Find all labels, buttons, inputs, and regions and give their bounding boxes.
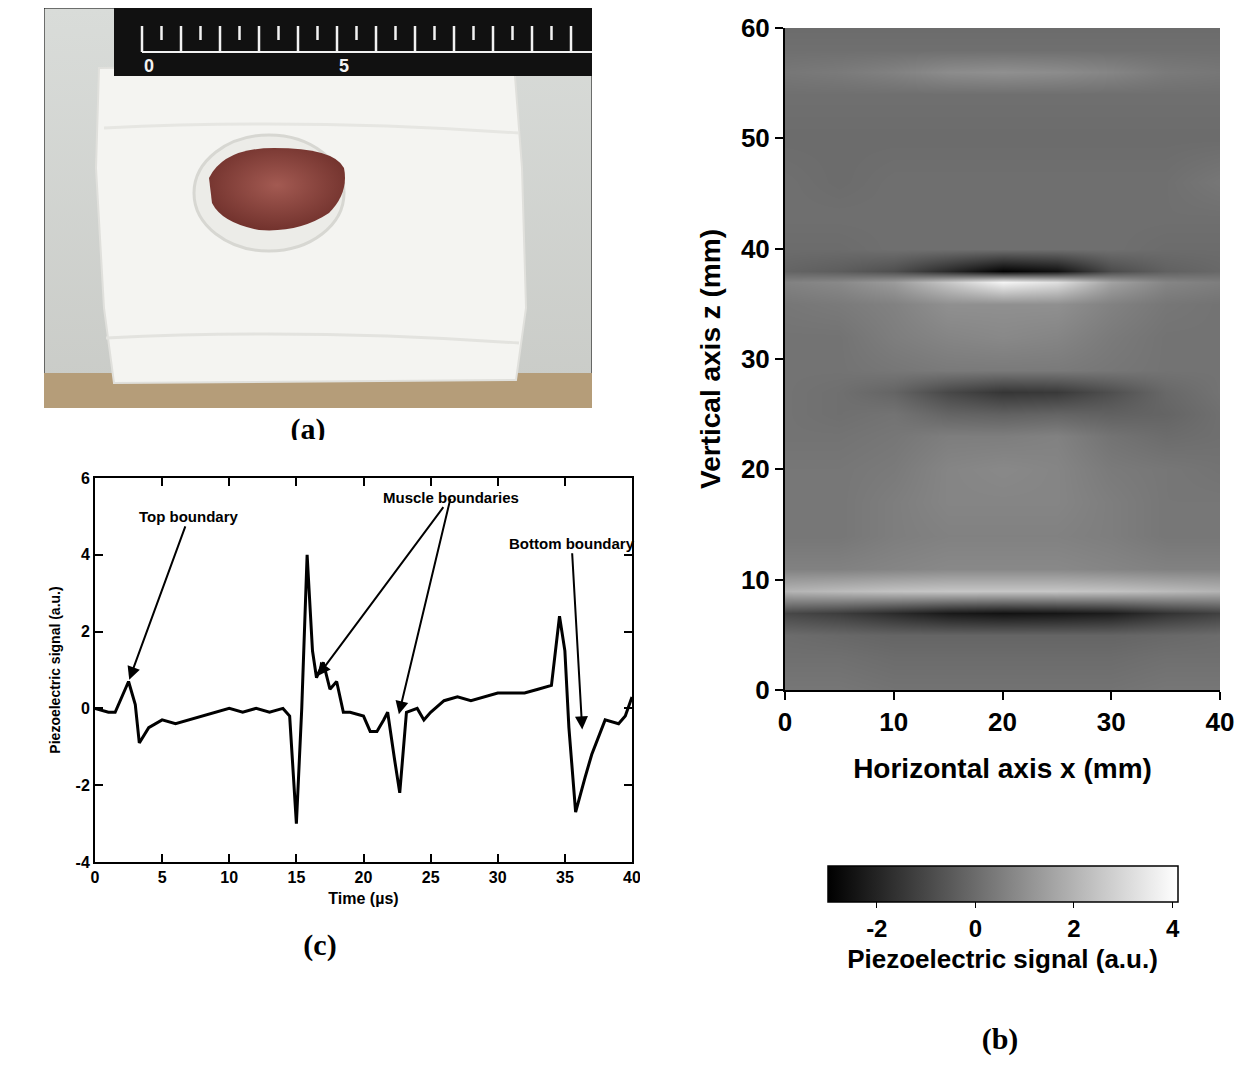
svg-text:10: 10 bbox=[879, 707, 908, 737]
svg-text:5: 5 bbox=[158, 869, 167, 886]
svg-text:30: 30 bbox=[741, 344, 770, 374]
svg-text:0: 0 bbox=[778, 707, 792, 737]
svg-text:-2: -2 bbox=[76, 777, 90, 794]
svg-text:40: 40 bbox=[623, 869, 641, 886]
svg-text:25: 25 bbox=[422, 869, 440, 886]
svg-text:20: 20 bbox=[741, 454, 770, 484]
html-text:(a): (a) bbox=[290, 412, 326, 445]
svg-text:Muscle boundaries: Muscle boundaries bbox=[383, 489, 519, 506]
svg-text:2: 2 bbox=[1067, 915, 1080, 942]
svg-text:Horizontal axis x (mm): Horizontal axis x (mm) bbox=[853, 753, 1152, 784]
svg-text:40: 40 bbox=[1206, 707, 1235, 737]
svg-text:-4: -4 bbox=[76, 854, 90, 871]
svg-text:Piezoelectric signal (a.u.): Piezoelectric signal (a.u.) bbox=[847, 944, 1158, 974]
svg-text:15: 15 bbox=[287, 869, 305, 886]
svg-text:35: 35 bbox=[556, 869, 574, 886]
svg-text:40: 40 bbox=[741, 234, 770, 264]
html-text:(b): (b) bbox=[981, 1022, 1019, 1055]
svg-text:0: 0 bbox=[81, 700, 90, 717]
svg-text:Bottom boundary: Bottom boundary bbox=[509, 535, 635, 552]
svg-text:5: 5 bbox=[339, 56, 349, 76]
svg-text:2: 2 bbox=[81, 623, 90, 640]
svg-text:Vertical axis z (mm): Vertical axis z (mm) bbox=[695, 229, 726, 489]
svg-text:-2: -2 bbox=[866, 915, 887, 942]
svg-text:10: 10 bbox=[741, 565, 770, 595]
svg-text:Time (µs): Time (µs) bbox=[328, 890, 398, 907]
svg-text:60: 60 bbox=[741, 13, 770, 43]
svg-text:30: 30 bbox=[489, 869, 507, 886]
svg-text:50: 50 bbox=[741, 123, 770, 153]
svg-text:Top boundary: Top boundary bbox=[139, 508, 239, 525]
svg-text:Piezoelectric signal (a.u.): Piezoelectric signal (a.u.) bbox=[47, 586, 63, 753]
svg-text:6: 6 bbox=[81, 470, 90, 487]
svg-text:20: 20 bbox=[355, 869, 373, 886]
svg-text:20: 20 bbox=[988, 707, 1017, 737]
svg-text:10: 10 bbox=[220, 869, 238, 886]
svg-text:4: 4 bbox=[81, 546, 90, 563]
svg-text:0: 0 bbox=[969, 915, 982, 942]
svg-text:0: 0 bbox=[144, 56, 154, 76]
html-text:(c): (c) bbox=[303, 928, 337, 961]
svg-text:0: 0 bbox=[91, 869, 100, 886]
svg-text:30: 30 bbox=[1097, 707, 1126, 737]
svg-text:0: 0 bbox=[755, 675, 769, 705]
svg-text:4: 4 bbox=[1166, 915, 1180, 942]
